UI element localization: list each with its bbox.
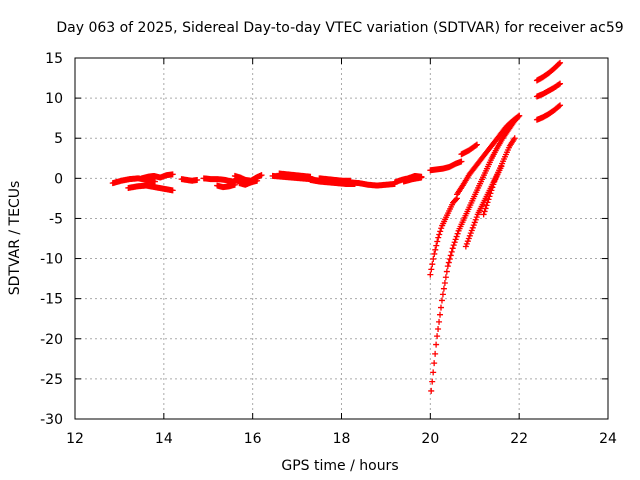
marker-set: [400, 174, 425, 185]
marker-set: [480, 135, 518, 218]
marker-set: [427, 195, 460, 278]
axis-ticks: 12 14 16 18 20 22 24 -30 -25 -20 -15 -10 -5 0 5 10 15: [40, 51, 617, 447]
y-tick-label: 10: [45, 91, 63, 107]
series-b3: [347, 179, 398, 189]
x-tick-label: 22: [510, 431, 528, 447]
marker-set: [138, 171, 176, 182]
marker-set: [533, 80, 564, 100]
series-a2: [178, 176, 201, 184]
x-tick-label: 18: [333, 431, 351, 447]
marker-set: [347, 179, 398, 189]
y-tick-label: 0: [54, 171, 63, 187]
series-b4b: [400, 174, 425, 185]
plot-frame: [74, 57, 609, 420]
x-tick-label: 16: [244, 431, 262, 447]
marker-set: [428, 112, 523, 394]
marker-set: [125, 182, 176, 194]
y-tick-label: -5: [49, 211, 63, 227]
series-e2: [533, 80, 564, 100]
y-tick-label: -30: [40, 412, 63, 428]
series-a4b: [236, 177, 261, 188]
series-e3: [533, 102, 564, 123]
chart-title: Day 063 of 2025, Sidereal Day-to-day VTE…: [56, 20, 623, 36]
x-tick-label: 12: [66, 431, 84, 447]
series-d1: [428, 112, 523, 394]
series-early-b: [125, 182, 176, 194]
marker-set: [214, 181, 238, 191]
marker-set: [533, 102, 564, 123]
grid: [75, 58, 608, 419]
series-a3b: [214, 181, 238, 191]
series-d2: [427, 195, 460, 278]
marker-set: [276, 170, 314, 180]
marker-set: [453, 112, 523, 198]
series-d3: [453, 112, 523, 198]
marker-set: [458, 141, 480, 158]
x-tick-label: 14: [155, 431, 173, 447]
series-early-c: [138, 171, 176, 182]
series-a3: [200, 175, 243, 185]
marker-set: [200, 175, 243, 185]
series-c1: [427, 158, 465, 174]
marker-set: [236, 177, 261, 188]
series-b1b: [276, 170, 314, 180]
x-tick-label: 20: [421, 431, 439, 447]
series-e1: [533, 59, 564, 84]
y-tick-label: -10: [40, 252, 63, 268]
y-tick-label: 5: [54, 131, 63, 147]
marker-set: [316, 175, 354, 184]
x-axis-label: GPS time / hours: [281, 458, 398, 474]
series-c1b: [458, 141, 480, 158]
series-b2b: [316, 175, 354, 184]
x-tick-label: 24: [599, 431, 617, 447]
marker-set: [533, 59, 564, 84]
y-axis-label: SDTVAR / TECUs: [7, 181, 23, 296]
marker-set: [178, 176, 201, 184]
series-d5: [480, 135, 518, 218]
y-tick-label: -25: [40, 372, 63, 388]
y-tick-label: -15: [40, 292, 63, 308]
marker-set: [427, 158, 465, 174]
y-tick-label: 15: [45, 51, 63, 67]
y-tick-label: -20: [40, 332, 63, 348]
data-points: [109, 59, 564, 394]
